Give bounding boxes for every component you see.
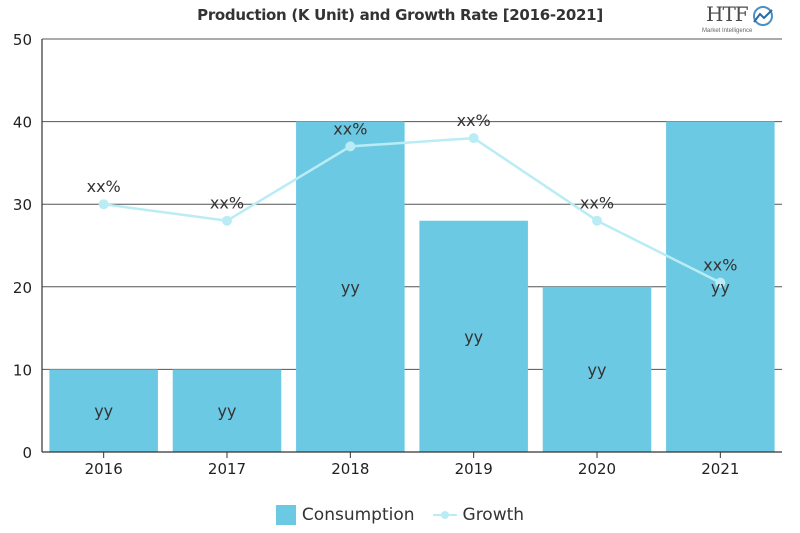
growth-label: xx% [210, 194, 244, 213]
bar-consumption-2020[interactable] [542, 286, 652, 452]
x-tick-label: 2017 [208, 460, 246, 478]
legend-label-growth: Growth [462, 505, 525, 525]
x-tick-label: 2018 [331, 460, 369, 478]
logo-tagline: Market Intelligence [702, 28, 753, 34]
growth-point-2021[interactable] [715, 277, 726, 288]
x-tick-label: 2021 [701, 460, 739, 478]
chart-title: Production (K Unit) and Growth Rate [201… [197, 6, 603, 24]
bar-label: yy [588, 360, 607, 379]
logo-globe-icon [753, 6, 773, 26]
bar-consumption-2016[interactable] [49, 369, 158, 452]
growth-point-2020[interactable] [592, 215, 602, 226]
x-tick-label: 2016 [85, 460, 123, 478]
legend-swatch-consumption [275, 505, 296, 525]
bar-label: yy [464, 327, 483, 346]
bar-consumption-2017[interactable] [172, 369, 282, 452]
y-tick-label: 40 [13, 114, 32, 132]
y-tick-label: 20 [13, 279, 32, 297]
data-labels: yy yy yy yy yy yy xx% xx% xx% xx% xx% xx% [87, 111, 738, 421]
y-tick-label: 30 [13, 196, 32, 214]
growth-point-2018[interactable] [345, 141, 356, 152]
growth-label: xx% [457, 111, 491, 130]
growth-point-2016[interactable] [98, 199, 109, 210]
legend-item-consumption[interactable]: Consumption [275, 505, 415, 525]
growth-line [98, 133, 726, 288]
legend: Consumption Growth [0, 505, 800, 525]
y-tick-label: 0 [22, 444, 32, 462]
growth-point-2019[interactable] [468, 133, 479, 144]
bar-label: yy [218, 402, 237, 421]
axes: 0 10 20 30 40 50 2016 2017 2018 2019 2020 2021 [13, 31, 782, 478]
growth-label: xx% [333, 119, 367, 138]
legend-swatch-growth [432, 509, 457, 521]
legend-item-growth[interactable]: Growth [432, 505, 525, 525]
growth-point-2017[interactable] [222, 215, 232, 226]
growth-line-path [103, 136, 721, 284]
bar-label: yy [341, 278, 360, 297]
y-tick-label: 50 [13, 31, 32, 49]
logo-brand: HTF [706, 2, 749, 26]
x-tick-label: 2019 [455, 460, 493, 478]
legend-label-consumption: Consumption [301, 505, 415, 525]
growth-label: xx% [87, 177, 121, 196]
bar-label: yy [711, 278, 730, 297]
htf-logo: HTF Market Intelligence [702, 2, 782, 38]
bar-label: yy [94, 402, 113, 421]
bar-consumption-2019[interactable] [419, 220, 528, 452]
bar-consumption-2018[interactable] [296, 121, 405, 452]
gridlines [42, 38, 782, 370]
x-tick-label: 2020 [578, 460, 616, 478]
growth-label: xx% [703, 256, 737, 275]
y-tick-label: 10 [13, 361, 32, 379]
growth-label: xx% [580, 194, 614, 213]
